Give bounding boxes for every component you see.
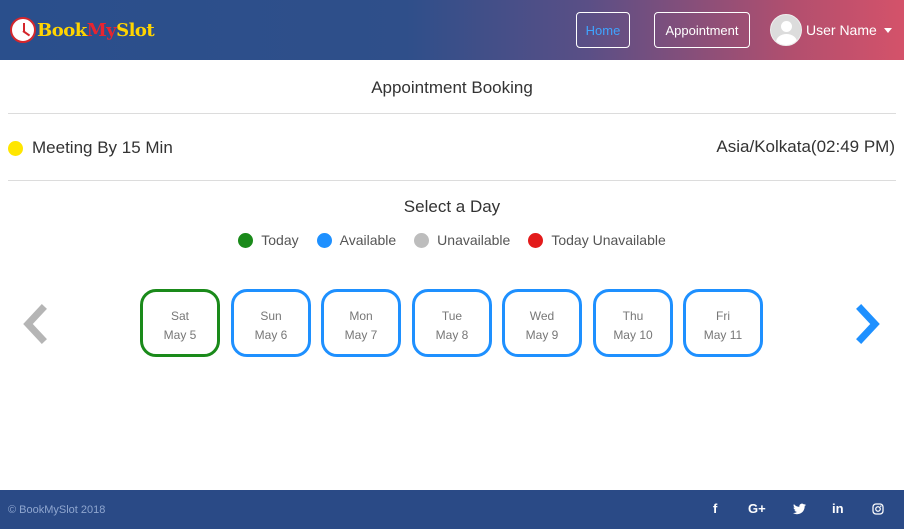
user-name: User Name [806, 22, 877, 38]
day-card-fri[interactable]: Fri May 11 [683, 289, 763, 357]
avatar [770, 14, 802, 46]
user-menu[interactable]: User Name [770, 14, 892, 46]
brand-name: BookMySlot [37, 19, 155, 41]
day-name: Fri [716, 309, 730, 323]
legend-label: Today Unavailable [551, 232, 666, 248]
day-date: May 5 [163, 328, 197, 342]
footer: © BookMySlot 2018 f G+ in [0, 490, 904, 529]
meeting-dot-icon [8, 140, 23, 156]
divider [8, 180, 896, 181]
meeting-info: Meeting By 15 Min [8, 137, 173, 159]
linkedin-icon[interactable]: in [832, 501, 844, 516]
day-name: Sun [260, 309, 282, 323]
chevron-left-icon[interactable] [20, 304, 50, 344]
facebook-icon[interactable]: f [713, 501, 718, 516]
select-day-title: Select a Day [403, 197, 501, 216]
day-date: May 7 [344, 328, 378, 342]
day-date: May 8 [435, 328, 469, 342]
day-date: May 6 [254, 328, 288, 342]
day-card-sun[interactable]: Sun May 6 [231, 289, 311, 357]
day-card-thu[interactable]: Thu May 10 [593, 289, 673, 357]
day-card-mon[interactable]: Mon May 7 [321, 289, 401, 357]
divider [8, 113, 896, 114]
nav-appointment-button[interactable]: Appointment [654, 12, 750, 48]
day-card-sat[interactable]: Sat May 5 [140, 289, 220, 357]
day-card-tue[interactable]: Tue May 8 [412, 289, 492, 357]
chevron-right-icon[interactable] [853, 304, 883, 344]
day-name: Mon [349, 309, 373, 323]
legend-item-today: Today [238, 232, 299, 248]
brand[interactable]: BookMySlot [10, 15, 155, 45]
navbar: BookMySlot Home Appointment User Name [0, 0, 904, 60]
nav-home-button[interactable]: Home [576, 12, 630, 48]
page-title: Appointment Booking [371, 78, 533, 97]
blue-dot-icon [316, 232, 332, 248]
legend-label: Today [261, 232, 299, 248]
clock-logo-icon [10, 17, 36, 43]
legend: Today Available Unavailable Today Unavai… [0, 232, 904, 248]
caret-down-icon [883, 27, 892, 33]
legend-item-unavailable: Unavailable [414, 232, 510, 248]
day-date: May 10 [613, 328, 653, 342]
twitter-icon[interactable] [793, 503, 806, 515]
gray-dot-icon [414, 232, 430, 248]
day-name: Thu [622, 309, 644, 323]
day-date: May 11 [703, 328, 743, 342]
google-plus-icon[interactable]: G+ [748, 501, 766, 516]
day-name: Tue [441, 309, 463, 323]
meeting-duration: Meeting By 15 Min [32, 138, 173, 157]
instagram-icon[interactable] [872, 503, 884, 515]
legend-item-today-unavailable: Today Unavailable [528, 232, 666, 248]
legend-label: Unavailable [437, 232, 511, 248]
copyright: © BookMySlot 2018 [8, 504, 106, 516]
red-dot-icon [528, 232, 544, 248]
timezone-label: Asia/Kolkata(02:49 PM) [716, 137, 895, 156]
green-dot-icon [238, 232, 254, 248]
legend-item-available: Available [316, 232, 397, 248]
day-name: Wed [529, 309, 555, 323]
legend-label: Available [339, 232, 397, 248]
day-card-wed[interactable]: Wed May 9 [502, 289, 582, 357]
day-name: Sat [170, 309, 189, 323]
day-date: May 9 [525, 328, 559, 342]
